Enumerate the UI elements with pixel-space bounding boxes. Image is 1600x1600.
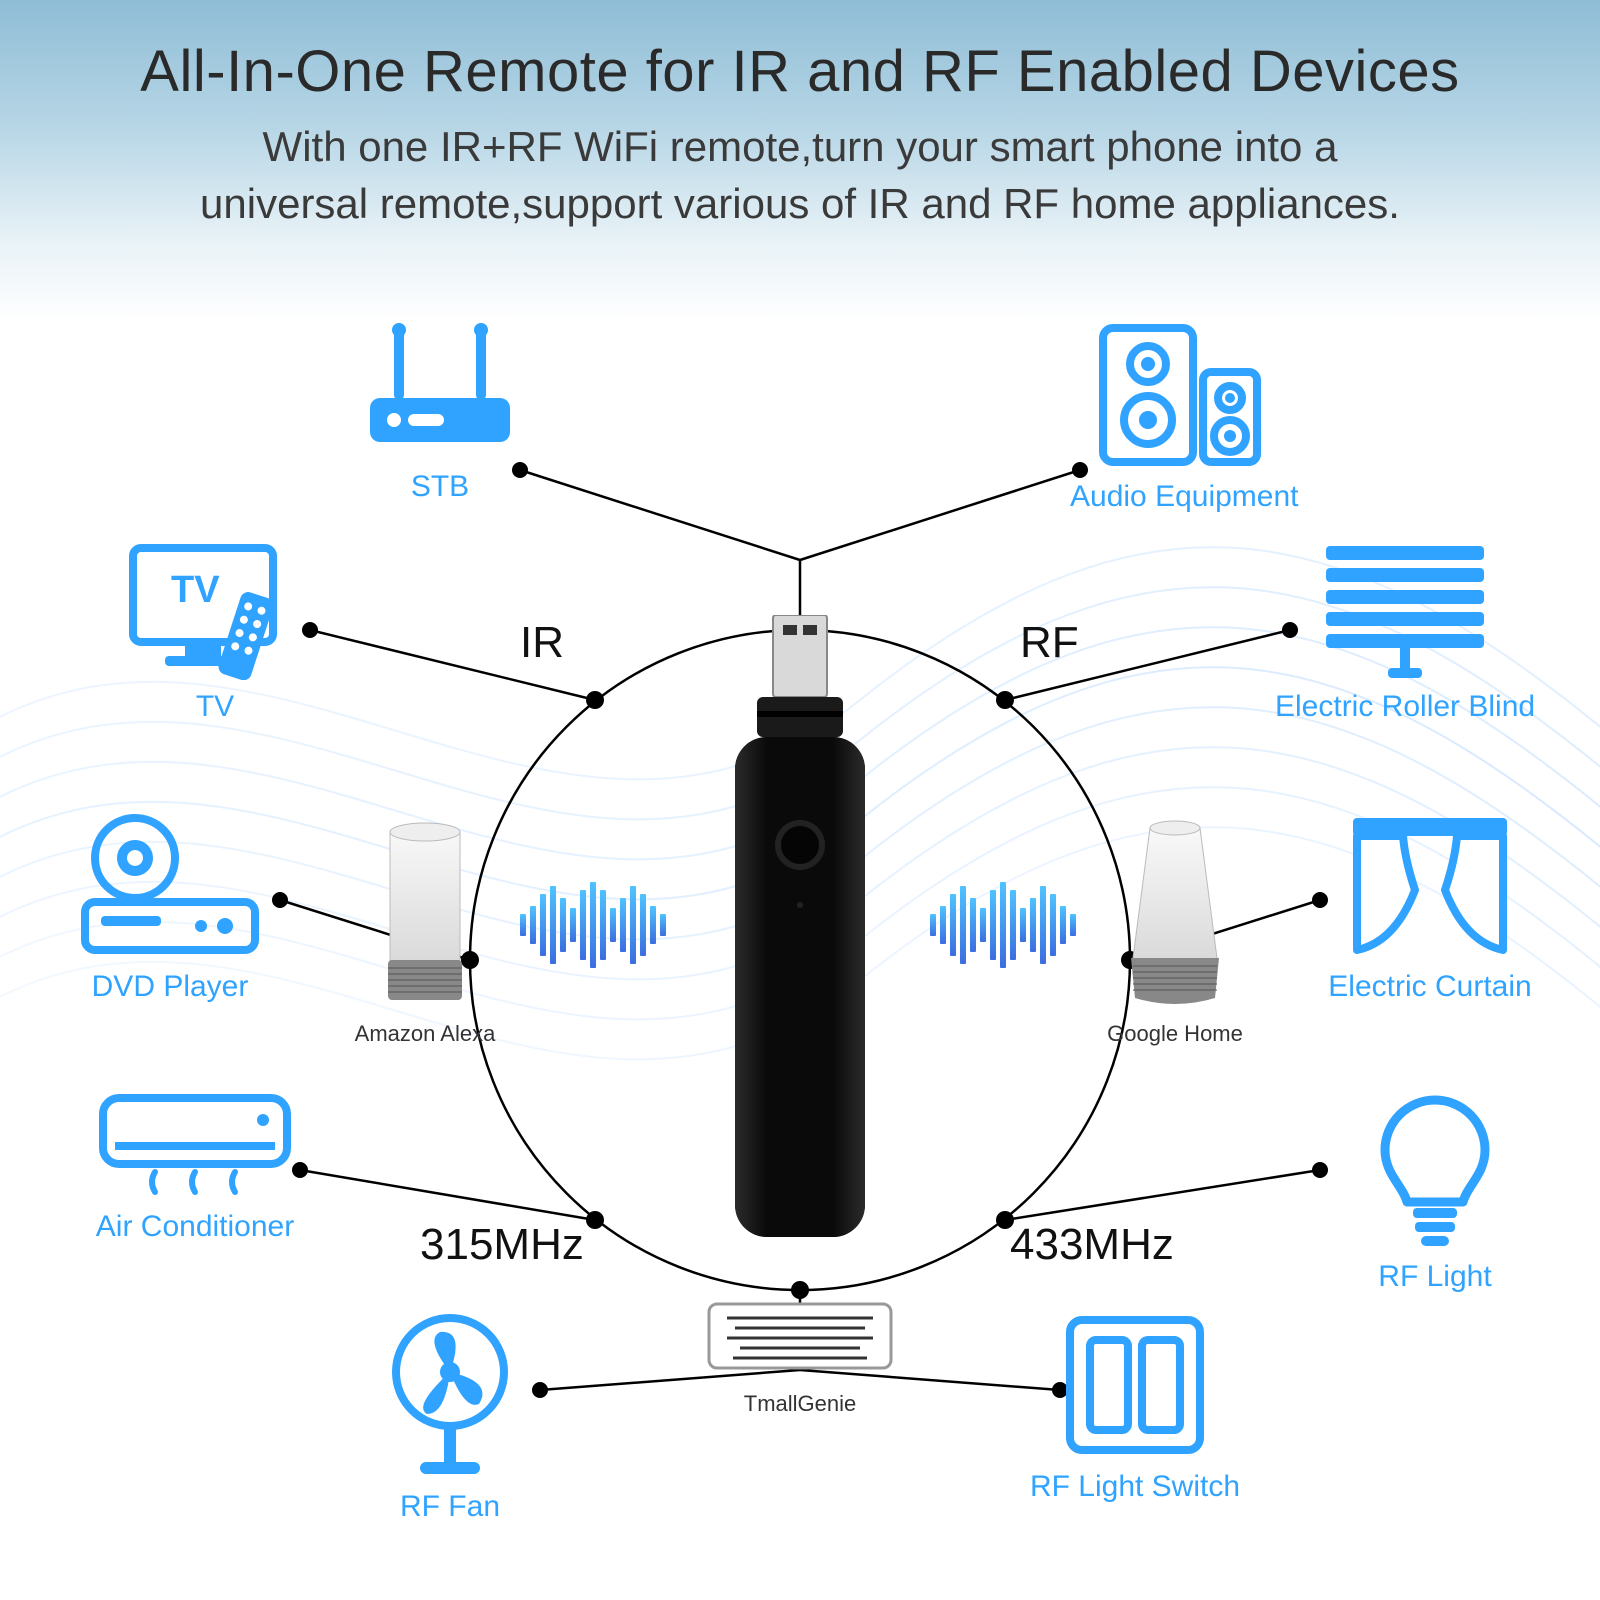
fan-icon	[375, 1310, 525, 1480]
soundwave-right	[930, 880, 1080, 970]
device-fan-label: RF Fan	[340, 1490, 560, 1524]
device-tv-label: TV	[105, 690, 325, 724]
assistant-alexa-label: Amazon Alexa	[330, 1021, 520, 1047]
dvd-icon	[75, 810, 265, 960]
switch-icon	[1060, 1310, 1210, 1460]
assistant-tmall-label: TmallGenie	[705, 1391, 895, 1417]
device-curtain: Electric Curtain	[1320, 810, 1540, 1004]
assistant-tmall: TmallGenie	[705, 1300, 895, 1417]
device-bulb: RF Light	[1325, 1090, 1545, 1294]
device-stb-label: STB	[330, 470, 550, 504]
diagram-stage: IR RF 315MHz 433MHz	[0, 300, 1600, 1600]
device-dvd-label: DVD Player	[60, 970, 280, 1004]
device-switch: RF Light Switch	[1025, 1310, 1245, 1504]
assistant-alexa: Amazon Alexa	[330, 820, 520, 1047]
device-ac: Air Conditioner	[85, 1090, 305, 1244]
device-stb: STB	[330, 320, 550, 504]
curtain-icon	[1345, 810, 1515, 960]
ring-label-rf: RF	[1020, 618, 1079, 668]
tv-icon: TV	[125, 540, 305, 680]
soundwave-left	[520, 880, 670, 970]
ring-label-315: 315MHz	[420, 1220, 584, 1270]
svg-text:TV: TV	[171, 569, 220, 611]
ac-icon	[95, 1090, 295, 1200]
device-dvd: DVD Player	[60, 810, 280, 1004]
device-audio-label: Audio Equipment	[1070, 480, 1290, 514]
device-tv: TV TV	[105, 540, 325, 724]
device-ac-label: Air Conditioner	[85, 1210, 305, 1244]
device-switch-label: RF Light Switch	[1025, 1470, 1245, 1504]
blind-icon	[1320, 540, 1490, 680]
device-curtain-label: Electric Curtain	[1320, 970, 1540, 1004]
bulb-icon	[1365, 1090, 1505, 1250]
assistant-google: Google Home	[1080, 820, 1270, 1047]
usb-dongle	[695, 615, 905, 1255]
device-audio: Audio Equipment	[1070, 320, 1290, 514]
ring-label-ir: IR	[520, 618, 564, 668]
device-blind: Electric Roller Blind	[1275, 540, 1535, 724]
page-title: All-In-One Remote for IR and RF Enabled …	[0, 38, 1600, 105]
assistant-google-label: Google Home	[1080, 1021, 1270, 1047]
ring-label-433: 433MHz	[1010, 1220, 1174, 1270]
speakers-icon	[1095, 320, 1265, 470]
subtitle-line-1: With one IR+RF WiFi remote,turn your sma…	[263, 123, 1338, 170]
device-fan: RF Fan	[340, 1310, 560, 1524]
device-bulb-label: RF Light	[1325, 1260, 1545, 1294]
router-icon	[360, 320, 520, 460]
device-blind-label: Electric Roller Blind	[1275, 690, 1535, 724]
page-subtitle: With one IR+RF WiFi remote,turn your sma…	[0, 119, 1600, 232]
subtitle-line-2: universal remote,support various of IR a…	[200, 180, 1400, 227]
